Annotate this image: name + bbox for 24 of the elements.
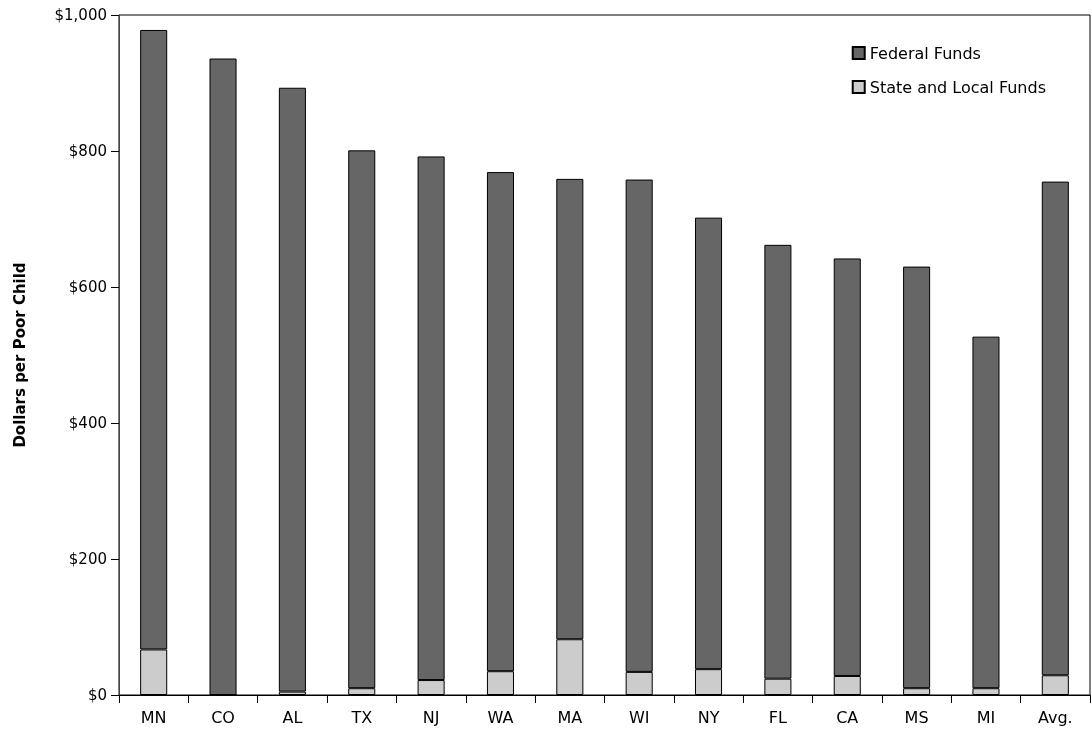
legend-label: State and Local Funds — [869, 77, 1046, 97]
x-tick-label: FL — [768, 707, 788, 727]
y-tick-label: $800 — [68, 142, 107, 160]
legend-label: Federal Funds — [869, 43, 981, 63]
x-tick-label: CO — [211, 707, 235, 727]
y-tick-label: $1,000 — [54, 6, 107, 24]
x-tick-label: MS — [904, 707, 929, 727]
y-tick-label: $600 — [68, 278, 107, 296]
x-tick-label: NJ — [422, 707, 440, 727]
y-tick-label: $400 — [68, 414, 107, 432]
x-tick-label: AL — [282, 707, 303, 727]
x-tick-label: MN — [140, 707, 167, 727]
x-tick-label: TX — [350, 707, 373, 727]
x-tick-label: MA — [557, 707, 583, 727]
x-tick-label: WA — [487, 707, 514, 727]
y-axis-title: Dollars per Poor Child — [10, 262, 29, 448]
x-tick-label: MI — [976, 707, 996, 727]
x-tick-label: WI — [628, 707, 650, 727]
y-tick-label: $200 — [68, 550, 107, 568]
x-tick-label: NY — [697, 707, 720, 727]
bar — [278, 87, 306, 692]
x-tick-label: Avg. — [1037, 707, 1073, 727]
y-tick-label: $0 — [87, 686, 107, 704]
x-tick-label: CA — [836, 707, 859, 727]
